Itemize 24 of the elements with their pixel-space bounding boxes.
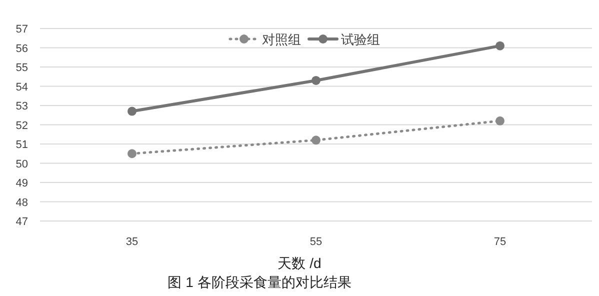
x-tick-label: 75 — [494, 236, 506, 248]
point — [496, 116, 504, 126]
legend-label: 对照组 — [262, 32, 301, 47]
y-tick-label: 55 — [16, 62, 28, 74]
x-tick-label: 35 — [126, 236, 138, 248]
y-tick-label: 53 — [16, 100, 28, 112]
y-tick-label: 51 — [16, 139, 28, 151]
point — [312, 136, 320, 145]
point — [312, 76, 320, 85]
y-tick-label: 57 — [16, 24, 28, 36]
legend-label: 试验组 — [341, 32, 380, 47]
y-tick-label: 52 — [16, 120, 28, 132]
y-tick-label: 47 — [16, 216, 28, 228]
point — [496, 41, 504, 50]
y-tick-label: 49 — [16, 178, 28, 190]
y-tick-label: 48 — [16, 196, 28, 209]
x-axis-title: 天数 /d — [278, 255, 322, 271]
point — [128, 106, 136, 116]
point — [128, 149, 136, 158]
y-tick-label: 56 — [16, 42, 28, 55]
y-tick-label: 54 — [16, 81, 28, 94]
caption: 图 1 各阶段采食量的对比结果 — [168, 274, 352, 290]
x-tick-label: 55 — [310, 236, 322, 248]
y-tick-label: 50 — [16, 158, 28, 170]
